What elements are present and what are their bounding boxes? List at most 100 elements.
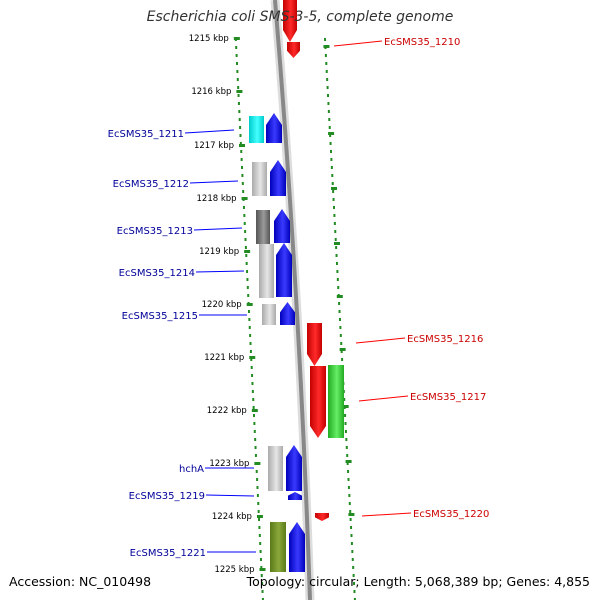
scale-tick-label: 1222 kbp	[207, 406, 247, 416]
feature-bar	[249, 116, 264, 143]
major-tick	[233, 37, 240, 40]
feature-bar	[256, 210, 270, 244]
ruler-dot	[259, 542, 262, 545]
feature-bar	[268, 446, 283, 491]
ruler-dot	[334, 230, 337, 233]
ruler-dot	[347, 486, 350, 489]
ruler-dot	[344, 422, 347, 425]
ruler-dot	[258, 534, 261, 537]
ruler-dot	[236, 70, 239, 73]
ruler-dot	[346, 454, 349, 457]
ruler-dot	[247, 294, 250, 297]
ruler-dot	[344, 430, 347, 433]
ruler-dot	[238, 110, 241, 113]
major-tick	[259, 568, 266, 571]
reverse-gene-label: EcSMS35_1220	[413, 509, 489, 520]
ruler-dot	[259, 558, 262, 561]
ruler-dot	[247, 310, 250, 313]
inner-dotted-ruler	[234, 38, 264, 600]
reverse-gene-label: EcSMS35_1216	[407, 334, 483, 345]
ruler-dot	[239, 134, 242, 137]
reverse-gene	[287, 42, 300, 58]
ruler-dot	[255, 470, 258, 473]
scale-tick-label: 1225 kbp	[214, 565, 254, 575]
ruler-dot	[328, 118, 331, 121]
ruler-dot	[240, 150, 243, 153]
ruler-dot	[338, 318, 341, 321]
major-tick	[251, 409, 258, 412]
ruler-dot	[327, 110, 330, 113]
ruler-dot	[244, 238, 247, 241]
ruler-dot	[340, 350, 343, 353]
forward-gene-label: EcSMS35_1213	[117, 226, 193, 237]
scale-tick-label: 1218 kbp	[197, 194, 237, 204]
ruler-dot	[325, 70, 328, 73]
ruler-dot	[244, 230, 247, 233]
ruler-dot	[252, 398, 255, 401]
ruler-dot	[258, 526, 261, 529]
ruler-dot	[235, 54, 238, 57]
ruler-dot	[235, 46, 238, 49]
ruler-dot	[261, 598, 264, 600]
forward-gene-leader	[189, 180, 239, 184]
forward-gene-label: EcSMS35_1215	[122, 311, 198, 322]
ruler-dot	[325, 62, 328, 65]
ruler-dot	[331, 174, 334, 177]
ruler-dot	[257, 510, 260, 513]
ruler-dot	[347, 478, 350, 481]
reverse-gene	[310, 366, 326, 438]
ruler-dot	[332, 198, 335, 201]
reverse-gene	[307, 323, 322, 366]
ruler-dot	[241, 182, 244, 185]
ruler-dot	[253, 422, 256, 425]
scale-tick-label: 1221 kbp	[204, 353, 244, 363]
ruler-dot	[254, 438, 257, 441]
ruler-dot	[352, 574, 355, 577]
ruler-dot	[328, 126, 331, 129]
ruler-dot	[332, 206, 335, 209]
ruler-dot	[336, 278, 339, 281]
ruler-dot	[350, 534, 353, 537]
ruler-dot	[241, 174, 244, 177]
topology-text: Topology: circular; Length: 5,068,389 bp…	[246, 574, 590, 589]
forward-gene	[280, 302, 295, 325]
ruler-dot	[243, 222, 246, 225]
major-tick	[323, 45, 330, 48]
reverse-gene-leader	[333, 40, 383, 47]
forward-gene	[289, 522, 305, 572]
forward-gene	[274, 209, 290, 243]
ruler-dot	[242, 206, 245, 209]
ruler-dot	[254, 446, 257, 449]
ruler-dot	[348, 502, 351, 505]
major-tick	[236, 90, 243, 93]
forward-gene	[266, 113, 282, 143]
ruler-dot	[345, 446, 348, 449]
ruler-dot	[246, 278, 249, 281]
ruler-dot	[260, 566, 263, 569]
feature-bar	[328, 365, 344, 438]
scale-tick-label: 1219 kbp	[199, 247, 239, 257]
ruler-dot	[326, 78, 329, 81]
ruler-dot	[248, 326, 251, 329]
ruler-dot	[256, 486, 259, 489]
ruler-dot	[333, 214, 336, 217]
ruler-dot	[336, 270, 339, 273]
ruler-dot	[243, 214, 246, 217]
ruler-dot	[324, 54, 327, 57]
accession-text: Accession: NC_010498	[9, 574, 152, 589]
reverse-gene-label: EcSMS35_1210	[384, 37, 460, 48]
reverse-gene-leader	[358, 395, 409, 402]
forward-gene-leader	[184, 129, 235, 134]
major-tick	[254, 462, 261, 465]
ruler-dot	[251, 382, 254, 385]
major-tick	[345, 460, 352, 463]
forward-gene-label: EcSMS35_1214	[119, 268, 195, 279]
ruler-dot	[337, 286, 340, 289]
ruler-dot	[330, 158, 333, 161]
ruler-dot	[335, 254, 338, 257]
ruler-dot	[335, 262, 338, 265]
ruler-dot	[252, 406, 255, 409]
map-title: Escherichia coli SMS-3-5, complete genom…	[146, 9, 454, 25]
